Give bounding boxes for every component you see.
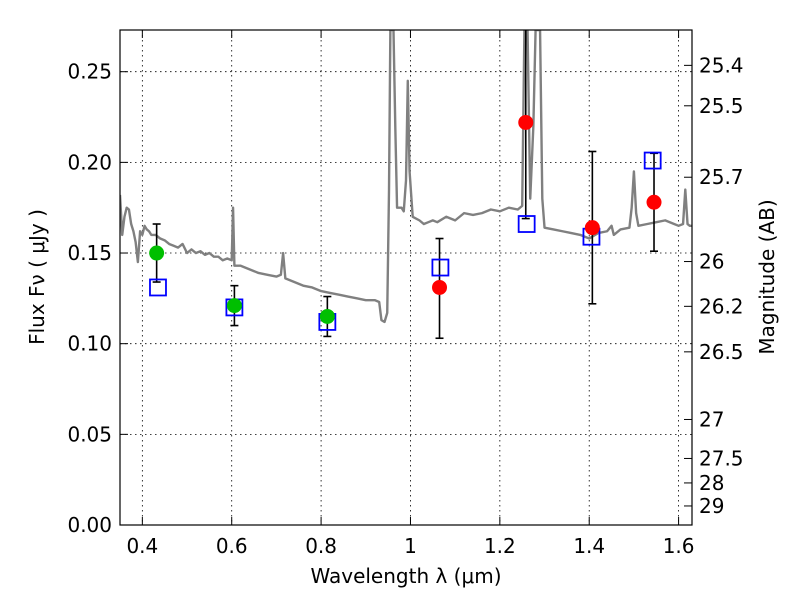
y-tick-label: 0.25 (67, 60, 112, 84)
mag-tick-label: 26.5 (699, 340, 744, 364)
y-axis-right-title: Magnitude (AB) (755, 199, 779, 354)
observed-data-point (432, 279, 448, 295)
x-tick-label: 1 (404, 534, 417, 558)
model-photometry-point (517, 215, 536, 233)
x-tick-label: 0.4 (126, 534, 158, 558)
mag-tick-label: 25.4 (699, 53, 744, 77)
observed-data-point (149, 245, 165, 261)
observed-data-point (646, 194, 662, 210)
marker-layer (149, 114, 662, 331)
spectrum-layer (120, 30, 692, 324)
y-tick-label: 0.00 (67, 513, 112, 537)
y-tick-label: 0.05 (67, 422, 112, 446)
x-tick-label: 1.2 (484, 534, 516, 558)
tick-layer (120, 30, 692, 526)
x-tick-label: 1.6 (663, 534, 695, 558)
mag-tick-label: 25.7 (699, 165, 744, 189)
mag-tick-label: 27 (699, 407, 724, 431)
x-tick-label: 1.4 (573, 534, 605, 558)
y-tick-label: 0.20 (67, 150, 112, 174)
mag-tick-label: 28 (699, 471, 724, 495)
observed-data-point (226, 298, 242, 314)
x-tick-label: 0.8 (305, 534, 337, 558)
tick-label-layer: 0.4 0.6 0.8 1 1.2 1.4 1.6 0.00 0.05 0.10 0.15 0.20 0… (67, 53, 743, 558)
plot-frame (119, 29, 693, 526)
y-tick-label: 0.15 (67, 241, 112, 265)
x-axis-title: Wavelength λ (μm) (310, 564, 501, 588)
observed-data-point (518, 114, 534, 130)
model-photometry-point (643, 151, 662, 170)
mag-tick-label: 25.5 (699, 94, 744, 118)
observed-data-point (584, 220, 600, 236)
observed-data-point (319, 308, 335, 324)
y-tick-label: 0.10 (67, 332, 112, 356)
mag-tick-label: 26.2 (699, 294, 744, 318)
y-axis-title: Flux Fν ( μJy ) (25, 209, 49, 345)
x-tick-label: 0.6 (216, 534, 248, 558)
mag-tick-label: 29 (699, 494, 724, 518)
model-photometry-point (431, 258, 450, 277)
mag-tick-label: 27.5 (699, 446, 744, 470)
mag-tick-label: 26 (699, 250, 724, 274)
model-photometry-point (149, 278, 167, 297)
model-spectrum-line (120, 30, 692, 324)
